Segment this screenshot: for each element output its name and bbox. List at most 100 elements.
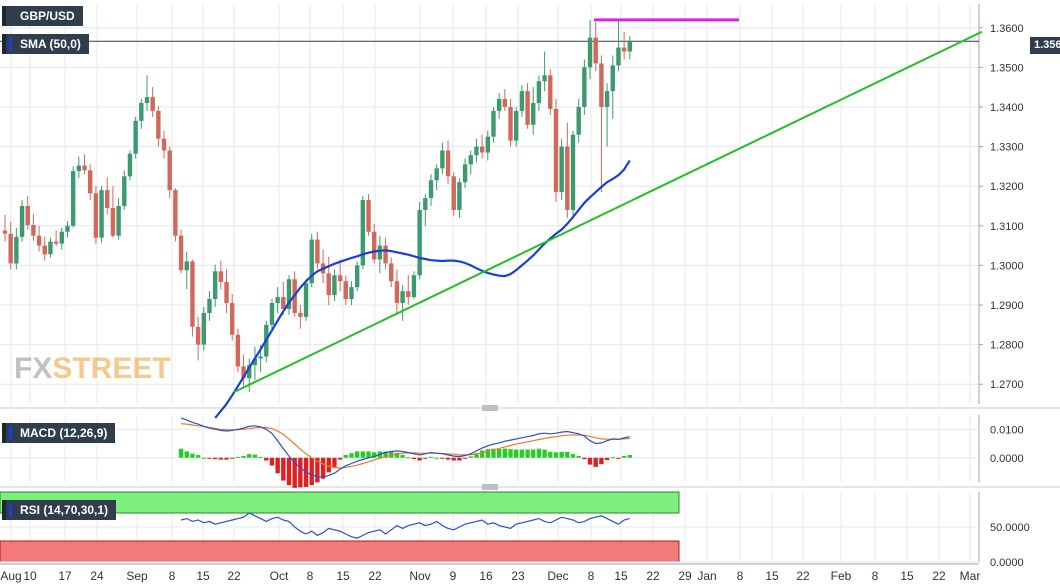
y-tick-label: 1.3100 bbox=[990, 221, 1024, 233]
macd-histogram-bar bbox=[587, 457, 593, 465]
candle-body bbox=[127, 153, 133, 177]
candle-body bbox=[139, 103, 144, 121]
macd-histogram-bar bbox=[599, 457, 604, 465]
candle-body bbox=[525, 91, 530, 125]
macd-histogram-bar bbox=[190, 453, 195, 458]
candle-body bbox=[309, 239, 314, 284]
candle-body bbox=[258, 356, 263, 359]
macd-histogram-bar bbox=[610, 457, 615, 459]
candle-body bbox=[496, 99, 502, 111]
x-tick-label: 8 bbox=[169, 569, 176, 583]
candle-body bbox=[360, 200, 366, 266]
macd-histogram-bar bbox=[496, 449, 502, 458]
candle-body bbox=[2, 230, 8, 234]
candle-body bbox=[150, 97, 155, 111]
candle-body bbox=[19, 205, 25, 237]
candle-body bbox=[519, 91, 525, 111]
candle-body bbox=[230, 303, 235, 335]
candle-body bbox=[70, 171, 76, 226]
x-tick-label: Dec bbox=[547, 569, 568, 583]
sma-indicator-label[interactable]: SMA (50,0) bbox=[2, 34, 89, 54]
macd-histogram-bar bbox=[337, 457, 343, 460]
candle-body bbox=[144, 97, 150, 104]
candle-body bbox=[207, 299, 212, 313]
candle-body bbox=[627, 41, 632, 52]
macd-histogram-bar bbox=[491, 448, 496, 458]
candle-body bbox=[110, 207, 116, 236]
x-tick-label: 23 bbox=[511, 569, 525, 583]
candle-body bbox=[59, 231, 64, 244]
candle-body bbox=[468, 155, 473, 165]
x-tick-label: Sep bbox=[126, 569, 148, 583]
macd-histogram-bar bbox=[332, 457, 337, 467]
x-tick-label: Aug bbox=[0, 569, 21, 583]
macd-histogram-bar bbox=[343, 455, 348, 458]
candle-body bbox=[366, 200, 371, 232]
macd-histogram-bar bbox=[565, 451, 570, 458]
x-tick-label: 24 bbox=[90, 569, 104, 583]
candle-body bbox=[462, 164, 468, 183]
candle-body bbox=[587, 37, 593, 68]
ascending-trendline bbox=[233, 30, 983, 394]
candle-body bbox=[281, 297, 286, 309]
candle-body bbox=[474, 146, 479, 156]
candle-body bbox=[303, 283, 309, 317]
x-tick-label: 15 bbox=[900, 569, 914, 583]
x-tick-label: 22 bbox=[796, 569, 810, 583]
x-tick-label: 17 bbox=[58, 569, 72, 583]
macd-histogram-bar bbox=[514, 449, 519, 458]
x-tick-label: 9 bbox=[450, 569, 457, 583]
macd-histogram-bar bbox=[542, 449, 547, 458]
candle-body bbox=[565, 146, 570, 210]
candle-body bbox=[315, 239, 320, 264]
x-tick-label: 22 bbox=[932, 569, 946, 583]
candle-body bbox=[372, 231, 377, 260]
macd-histogram-bar bbox=[320, 457, 326, 479]
macd-histogram-bar bbox=[559, 451, 564, 458]
macd-histogram-bar bbox=[354, 451, 360, 458]
rsi-y-tick-label: 50.0000 bbox=[990, 522, 1030, 534]
symbol-label[interactable]: GBP/USD bbox=[2, 6, 83, 26]
candle-body bbox=[122, 176, 127, 206]
rsi-y-tick-label: 0.0000 bbox=[990, 557, 1024, 569]
macd-histogram-bar bbox=[224, 457, 229, 460]
macd-signal-line bbox=[181, 423, 630, 469]
candle-body bbox=[65, 225, 70, 232]
macd-histogram-bar bbox=[621, 455, 627, 458]
macd-histogram-bar bbox=[440, 457, 445, 459]
y-tick-label: 1.2900 bbox=[990, 300, 1024, 312]
candle-body bbox=[343, 281, 348, 300]
x-tick-label: 15 bbox=[196, 569, 210, 583]
candle-body bbox=[269, 303, 275, 325]
x-tick-label: Oct bbox=[270, 569, 289, 583]
candle-body bbox=[25, 205, 30, 225]
macd-histogram-bar bbox=[212, 457, 218, 460]
macd-histogram-bar bbox=[235, 456, 241, 458]
rsi-line bbox=[180, 512, 630, 539]
candle-body bbox=[93, 193, 99, 238]
macd-histogram-bar bbox=[201, 457, 206, 459]
macd-histogram-bar bbox=[604, 457, 610, 461]
macd-histogram-bar bbox=[269, 457, 275, 466]
candle-body bbox=[332, 275, 337, 296]
macd-histogram-bar bbox=[536, 448, 542, 458]
macd-histogram-bar bbox=[241, 455, 246, 458]
candle-body bbox=[616, 47, 621, 66]
macd-indicator-label[interactable]: MACD (12,26,9) bbox=[2, 423, 116, 443]
macd-histogram-bar bbox=[264, 457, 269, 461]
x-tick-label: 10 bbox=[23, 569, 37, 583]
macd-histogram-bar bbox=[548, 451, 553, 458]
rsi-indicator-label[interactable]: RSI (14,70,30,1) bbox=[2, 500, 117, 520]
candle-body bbox=[423, 198, 428, 210]
macd-histogram-bar bbox=[553, 452, 559, 458]
candle-body bbox=[31, 224, 36, 236]
macd-histogram-bar bbox=[195, 455, 201, 458]
y-tick-label: 1.2800 bbox=[990, 340, 1024, 352]
candle-body bbox=[212, 271, 218, 300]
macd-histogram-bar bbox=[451, 457, 456, 461]
macd-line bbox=[180, 417, 630, 478]
candle-body bbox=[457, 182, 462, 210]
macd-histogram-bar bbox=[593, 457, 598, 467]
candle-body bbox=[536, 81, 542, 104]
macd-histogram-bar bbox=[457, 457, 462, 461]
